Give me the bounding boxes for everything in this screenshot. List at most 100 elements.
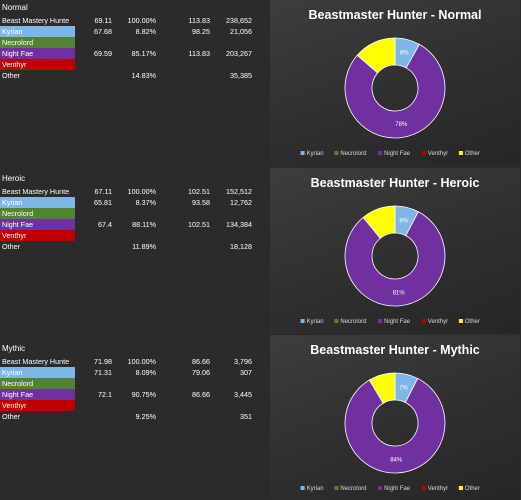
cell: 3,796 <box>234 357 252 366</box>
legend-swatch <box>378 151 383 155</box>
row-name: Venthyr <box>0 400 75 411</box>
legend-swatch <box>421 151 426 155</box>
legend-label: Kyrian <box>307 319 324 325</box>
donut-slice-night-fae <box>344 211 446 307</box>
legend-swatch <box>458 151 463 155</box>
data-label: 84% <box>390 457 403 463</box>
cell: 203,267 <box>226 49 252 58</box>
cell: 113.83 <box>188 16 210 25</box>
table-row: Beast Mastery Hunte 71.98 100.00% 86.66 … <box>0 356 272 367</box>
legend-swatch <box>300 151 305 155</box>
table-row: Necrolord <box>0 208 272 219</box>
row-name: Night Fae <box>0 48 75 59</box>
legend-label: Other <box>465 486 480 492</box>
table-row: Venthyr <box>0 400 272 411</box>
chart-svg: Beastmaster Hunter - Mythic 7% 84% Kyrian Ne… <box>300 343 480 492</box>
table-row: Night Fae 69.59 85.17% 113.83 203,267 <box>0 48 272 59</box>
cell: 134,384 <box>226 220 252 229</box>
legend-swatch <box>300 319 305 323</box>
cell: 93.58 <box>192 198 210 207</box>
legend-label: Night Fae <box>384 319 411 325</box>
row-name: Beast Mastery Hunte <box>2 357 70 366</box>
table-title: Heroic <box>2 174 26 183</box>
row-name: Other <box>2 242 20 251</box>
legend-label: Kyrian <box>307 486 324 492</box>
cell: 67.68 <box>94 27 112 36</box>
row-name: Necrolord <box>0 378 75 389</box>
donut-slice-other <box>362 205 396 239</box>
table-row: Kyrian 67.68 8.82% 98.25 21,056 <box>0 26 272 37</box>
legend-swatch <box>334 319 339 323</box>
legend-swatch <box>378 319 383 323</box>
cell: 90.75% <box>131 390 156 399</box>
legend-label: Necrolord <box>340 151 366 157</box>
cell: 18,128 <box>230 242 252 251</box>
donut-slice-night-fae <box>344 43 446 139</box>
table-row: Other 9.25% 351 <box>0 411 272 422</box>
row-name: Night Fae <box>0 219 75 230</box>
table-row: Beast Mastery Hunte 69.11 100.00% 113.83… <box>0 15 272 26</box>
row-name: Other <box>2 412 20 421</box>
cell: 88.11% <box>132 220 156 229</box>
cell: 86.66 <box>192 357 210 366</box>
chart-title: Beastmaster Hunter - Normal <box>309 8 482 22</box>
legend-label: Kyrian <box>307 151 324 157</box>
donut-slice-night-fae <box>344 377 446 474</box>
legend-label: Necrolord <box>340 486 366 492</box>
data-label: 81% <box>393 290 406 296</box>
legend-label: Venthyr <box>428 151 448 157</box>
cell: 14.83% <box>131 71 156 80</box>
cell: 79.06 <box>192 368 210 377</box>
table-row: Night Fae 67.4 88.11% 102.51 134,384 <box>0 219 272 230</box>
row-name: Venthyr <box>0 230 75 241</box>
legend-label: Necrolord <box>340 319 366 325</box>
donut-slice-other <box>368 372 396 404</box>
table-row: Venthyr <box>0 59 272 70</box>
donut-slice-other <box>356 37 396 74</box>
legend-swatch <box>300 486 305 490</box>
cell: 98.25 <box>192 27 210 36</box>
cell: 11.89% <box>132 242 156 251</box>
cell: 21,056 <box>230 27 252 36</box>
donut-chart-normal: Beastmaster Hunter - Normal 8% 78% Kyrian Ne… <box>270 0 520 165</box>
legend-swatch <box>421 319 426 323</box>
legend-label: Venthyr <box>428 319 448 325</box>
row-name: Beast Mastery Hunte <box>2 187 70 196</box>
cell: 67.11 <box>94 187 112 196</box>
cell: 3,445 <box>234 390 252 399</box>
table-row: Beast Mastery Hunte 67.11 100.00% 102.51… <box>0 186 272 197</box>
table-row: Other 11.89% 18,128 <box>0 241 272 252</box>
table-row: Other 14.83% 35,385 <box>0 70 272 81</box>
row-name: Venthyr <box>0 59 75 70</box>
cell: 65.81 <box>94 198 112 207</box>
cell: 102.51 <box>188 220 210 229</box>
cell: 9.25% <box>135 412 156 421</box>
cell: 8.37% <box>135 198 156 207</box>
cell: 238,652 <box>226 16 252 25</box>
cell: 8.09% <box>135 368 156 377</box>
chart-title: Beastmaster Hunter - Heroic <box>311 176 480 190</box>
table-title: Mythic <box>2 344 26 353</box>
row-name: Kyrian <box>0 197 75 208</box>
cell: 100.00% <box>127 16 156 25</box>
row-name: Necrolord <box>0 208 75 219</box>
cell: 152,512 <box>226 187 252 196</box>
cell: 100.00% <box>127 357 156 366</box>
table-mythic: Mythic Beast Mastery Hunte 71.98 100.00%… <box>0 341 272 431</box>
data-label: 78% <box>395 122 408 128</box>
legend-swatch <box>334 486 339 490</box>
cell: 113.83 <box>188 49 210 58</box>
cell: 35,385 <box>230 71 252 80</box>
cell: 102.51 <box>188 187 210 196</box>
legend-swatch <box>378 486 383 490</box>
data-label: 8% <box>400 51 409 57</box>
legend-label: Night Fae <box>384 151 411 157</box>
row-name: Necrolord <box>0 37 75 48</box>
cell: 85.17% <box>131 49 156 58</box>
data-label: 7% <box>399 386 408 392</box>
chart-svg: Beastmaster Hunter - Normal 8% 78% Kyrian Ne… <box>300 8 482 157</box>
table-row: Kyrian 71.31 8.09% 79.06 307 <box>0 367 272 378</box>
table-row: Night Fae 72.1 90.75% 86.66 3,445 <box>0 389 272 400</box>
legend-swatch <box>458 486 463 490</box>
cell: 69.59 <box>94 49 112 58</box>
